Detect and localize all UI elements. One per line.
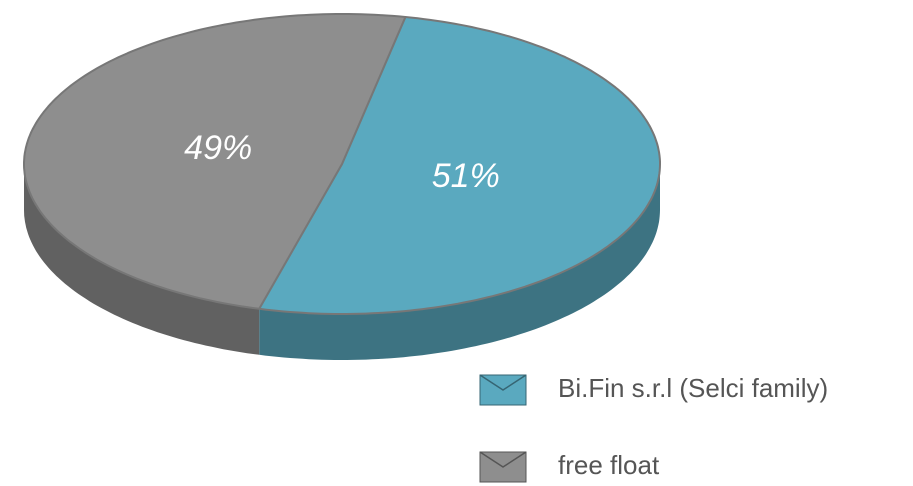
legend-label: Bi.Fin s.r.l (Selci family): [558, 373, 828, 403]
slice: [23, 13, 407, 310]
legend-label: free float: [558, 450, 660, 480]
legend-swatch-fold: [479, 374, 527, 391]
value-label: 51%: [432, 157, 500, 195]
slice-side: [259, 164, 660, 360]
legend-swatch-fold: [479, 451, 527, 468]
slice-side: [24, 164, 260, 355]
value-label: 49%: [184, 129, 252, 167]
slice: [258, 16, 661, 315]
